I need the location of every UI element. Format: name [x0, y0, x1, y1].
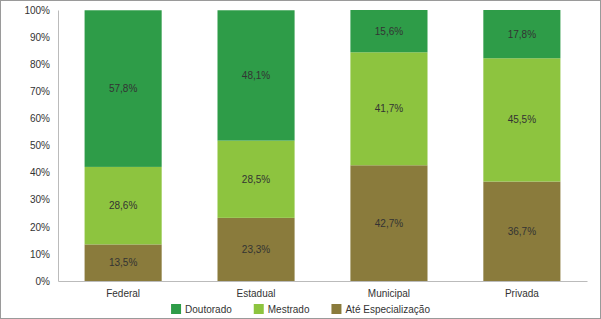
- bar-segment: [483, 10, 560, 58]
- data-label: 13,5%: [109, 257, 137, 268]
- bar-segment: [85, 10, 162, 167]
- y-tick-label: 10%: [30, 249, 50, 260]
- y-tick: 100%: [24, 5, 58, 16]
- y-tick: 0%: [36, 276, 58, 287]
- data-label: 28,6%: [109, 200, 137, 211]
- y-tick-label: 80%: [30, 59, 50, 70]
- x-tick: Municipal: [368, 281, 410, 299]
- x-axis: Federal Estadual Municipal Privada: [59, 281, 588, 299]
- bars: [85, 10, 561, 281]
- data-label: 48,1%: [242, 70, 270, 81]
- bar-segment: [217, 218, 294, 281]
- data-label: 28,5%: [242, 174, 270, 185]
- bar-segment: [350, 52, 427, 165]
- legend-swatch: [331, 304, 341, 314]
- legend-item: Doutorado: [171, 304, 232, 315]
- data-label: 41,7%: [375, 103, 403, 114]
- chart-frame: [1, 1, 601, 319]
- y-tick: 50%: [30, 140, 58, 151]
- x-tick-label: Privada: [505, 288, 539, 299]
- y-tick: 40%: [30, 167, 58, 178]
- y-tick-label: 100%: [24, 5, 50, 16]
- legend-label: Mestrado: [268, 304, 310, 315]
- legend-swatch: [171, 304, 181, 314]
- y-tick: 90%: [30, 32, 58, 43]
- y-tick-label: 50%: [30, 140, 50, 151]
- y-tick: 70%: [30, 86, 58, 97]
- bar-segment: [350, 165, 427, 281]
- y-tick: 60%: [30, 113, 58, 124]
- data-labels: 13,5% 23,3% 42,7% 36,7% 28,6% 28,5% 41,7% 45,5%…: [109, 26, 536, 269]
- data-label: 17,8%: [508, 29, 536, 40]
- bar-segment: [483, 182, 560, 281]
- y-axis: 0% 10% 20% 30% 40% 50% 60% 70% 80% 90% 100%: [24, 5, 58, 287]
- x-tick-label: Federal: [106, 288, 140, 299]
- bar-segment: [217, 10, 294, 140]
- y-tick-label: 40%: [30, 167, 50, 178]
- y-tick-label: 90%: [30, 32, 50, 43]
- data-label: 42,7%: [375, 218, 403, 229]
- y-tick-label: 20%: [30, 222, 50, 233]
- x-tick-label: Estadual: [237, 288, 276, 299]
- data-label: 45,5%: [508, 114, 536, 125]
- data-label: 57,8%: [109, 83, 137, 94]
- bar-segment: [483, 58, 560, 181]
- y-tick-label: 60%: [30, 113, 50, 124]
- y-tick: 30%: [30, 194, 58, 205]
- y-tick-label: 30%: [30, 194, 50, 205]
- bar-segment: [217, 141, 294, 218]
- y-tick-label: 0%: [36, 276, 51, 287]
- legend-swatch: [254, 304, 264, 314]
- x-tick-label: Municipal: [368, 288, 410, 299]
- chart: 0% 10% 20% 30% 40% 50% 60% 70% 80% 90% 100% Federal…: [0, 0, 601, 319]
- data-label: 36,7%: [508, 226, 536, 237]
- data-label: 23,3%: [242, 244, 270, 255]
- legend-label: Doutorado: [185, 304, 232, 315]
- x-tick: Privada: [505, 281, 539, 299]
- bar-segment: [85, 244, 162, 281]
- data-label: 15,6%: [375, 26, 403, 37]
- y-tick-label: 70%: [30, 86, 50, 97]
- y-axis-line: [58, 11, 59, 282]
- y-tick: 10%: [30, 249, 58, 260]
- x-axis-line: [59, 281, 588, 282]
- y-tick: 80%: [30, 59, 58, 70]
- y-tick: 20%: [30, 222, 58, 233]
- bar-segment: [350, 10, 427, 52]
- legend-item: Mestrado: [254, 304, 310, 315]
- legend-label: Até Especialização: [345, 304, 430, 315]
- x-tick: Estadual: [237, 281, 276, 299]
- x-tick: Federal: [106, 281, 140, 299]
- legend: Doutorado Mestrado Até Especialização: [171, 304, 430, 315]
- legend-item: Até Especialização: [331, 304, 430, 315]
- bar-segment: [85, 167, 162, 245]
